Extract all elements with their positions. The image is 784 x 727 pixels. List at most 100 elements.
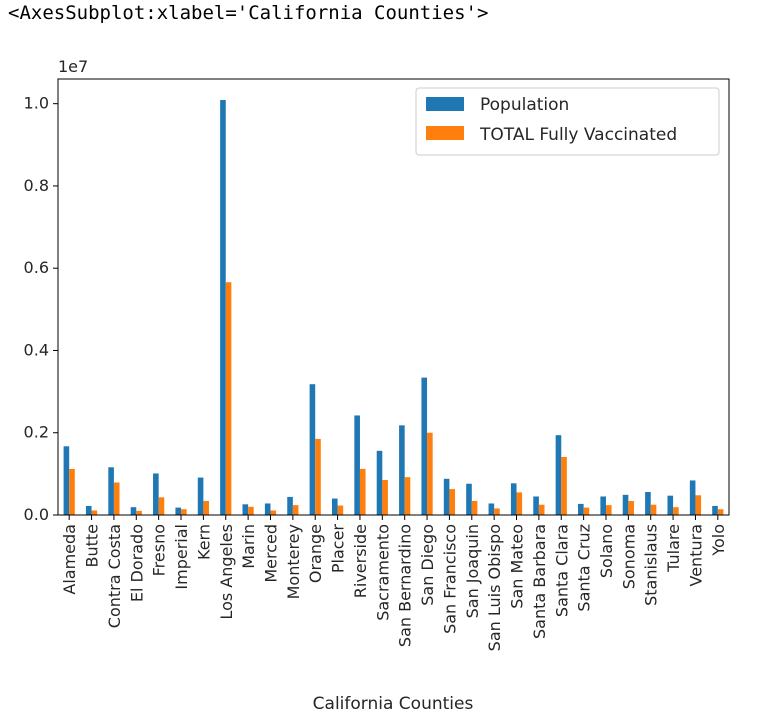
x-tick-label: Ventura xyxy=(686,524,705,586)
x-tick-label: Riverside xyxy=(351,524,370,598)
bar-population xyxy=(600,496,606,515)
x-tick-label: Monterey xyxy=(284,524,303,599)
bar-total-fully-vaccinated xyxy=(136,510,142,515)
bar-total-fully-vaccinated xyxy=(673,507,679,515)
y-tick-label: 0.4 xyxy=(24,340,49,359)
x-tick-label: Marin xyxy=(239,524,258,569)
bar-total-fully-vaccinated xyxy=(91,510,98,515)
bar-total-fully-vaccinated xyxy=(650,504,657,515)
x-tick-label: Stanislaus xyxy=(642,524,661,606)
bar-total-fully-vaccinated xyxy=(516,492,523,515)
x-tick-label: San Bernardino xyxy=(396,524,415,647)
x-tick-label: San Francisco xyxy=(440,524,459,634)
bar-population xyxy=(220,99,226,515)
bar-total-fully-vaccinated xyxy=(605,505,612,515)
x-tick-label: San Joaquin xyxy=(463,524,482,618)
legend-label-population: Population xyxy=(480,95,569,115)
bar-population xyxy=(622,494,629,515)
bar-total-fully-vaccinated xyxy=(248,506,254,515)
bar-total-fully-vaccinated xyxy=(471,501,478,515)
bar-total-fully-vaccinated xyxy=(225,282,232,515)
x-tick-label: Yolo xyxy=(709,524,728,557)
bar-total-fully-vaccinated xyxy=(270,510,277,515)
bar-total-fully-vaccinated xyxy=(583,507,590,515)
legend-box xyxy=(415,87,720,156)
bar-total-fully-vaccinated xyxy=(404,477,411,515)
legend-swatch-total-fully-vaccinated xyxy=(426,126,464,140)
x-tick-label: Kern xyxy=(194,524,213,560)
y-tick-label: 1.0 xyxy=(24,94,49,113)
x-tick-label: Placer xyxy=(329,524,348,574)
x-tick-label: Los Angeles xyxy=(217,524,236,620)
y-tick-label: 0.0 xyxy=(24,505,49,524)
bar-population xyxy=(689,480,696,515)
x-tick-label: Sacramento xyxy=(373,524,392,621)
bar-total-fully-vaccinated xyxy=(561,457,567,515)
legend-swatch-population xyxy=(426,97,464,111)
bar-total-fully-vaccinated xyxy=(292,505,299,515)
bar-population xyxy=(421,377,428,515)
bar-total-fully-vaccinated xyxy=(494,508,500,515)
bar-population xyxy=(645,491,651,515)
bar-total-fully-vaccinated xyxy=(113,482,120,515)
x-tick-label: Butte xyxy=(83,524,102,568)
bar-population xyxy=(533,496,539,515)
x-tick-label: Alameda xyxy=(60,524,79,595)
x-tick-label: Tulare xyxy=(664,524,683,573)
bar-total-fully-vaccinated xyxy=(181,509,187,515)
bar-population xyxy=(376,450,383,515)
x-tick-label: San Mateo xyxy=(508,524,527,609)
bar-population xyxy=(399,425,405,515)
x-tick-label: San Luis Obispo xyxy=(485,524,504,651)
x-tick-label: San Diego xyxy=(418,524,437,606)
bar-total-fully-vaccinated xyxy=(717,509,724,515)
x-tick-label: Santa Clara xyxy=(552,524,571,617)
bar-population xyxy=(287,496,293,515)
x-tick-label: Solano xyxy=(597,524,616,578)
x-tick-label: El Dorado xyxy=(127,524,146,602)
bar-population xyxy=(331,498,338,515)
y-offset-label: 1e7 xyxy=(58,57,88,76)
x-tick-label: Orange xyxy=(306,524,325,583)
bar-population xyxy=(309,384,316,515)
bar-population xyxy=(712,505,718,515)
x-tick-label: Merced xyxy=(261,524,280,583)
bar-population xyxy=(130,507,137,515)
bar-total-fully-vaccinated xyxy=(628,501,634,515)
x-tick-label: Santa Barbara xyxy=(530,524,549,639)
bar-total-fully-vaccinated xyxy=(315,438,321,515)
bar-population xyxy=(667,495,674,515)
bar-population xyxy=(466,483,472,515)
bar-total-fully-vaccinated xyxy=(158,497,165,515)
bar-population xyxy=(578,503,584,515)
bar-population xyxy=(555,435,562,515)
x-tick-label: Imperial xyxy=(172,524,191,590)
bar-population xyxy=(108,467,114,515)
y-tick-label: 0.6 xyxy=(24,258,49,277)
bar-population xyxy=(153,473,159,515)
bar-total-fully-vaccinated xyxy=(427,432,433,515)
bar-population xyxy=(63,446,70,515)
x-tick-label: Santa Cruz xyxy=(575,524,594,612)
legend: Population TOTAL Fully Vaccinated xyxy=(415,87,720,156)
bar-total-fully-vaccinated xyxy=(69,468,75,515)
bar-total-fully-vaccinated xyxy=(337,505,344,515)
legend-label-total-fully-vaccinated: TOTAL Fully Vaccinated xyxy=(479,125,677,145)
bar-population xyxy=(197,477,204,515)
bar-population xyxy=(443,478,450,515)
bar-population xyxy=(242,504,249,515)
output-repr-text: <AxesSubplot:xlabel='California Counties… xyxy=(8,2,489,24)
y-tick-label: 0.8 xyxy=(24,176,49,195)
bar-population xyxy=(85,505,92,515)
y-tick-label: 0.2 xyxy=(24,423,49,442)
x-tick-label: Contra Costa xyxy=(105,524,124,628)
plot-frame xyxy=(57,78,730,516)
bar-total-fully-vaccinated xyxy=(695,495,702,515)
bar-total-fully-vaccinated xyxy=(449,489,456,515)
bar-population xyxy=(354,415,360,515)
bar-total-fully-vaccinated xyxy=(538,504,545,515)
x-tick-label: Fresno xyxy=(150,524,169,576)
x-axis-label: California Counties xyxy=(313,694,474,714)
x-tick-label: Sonoma xyxy=(619,524,638,589)
